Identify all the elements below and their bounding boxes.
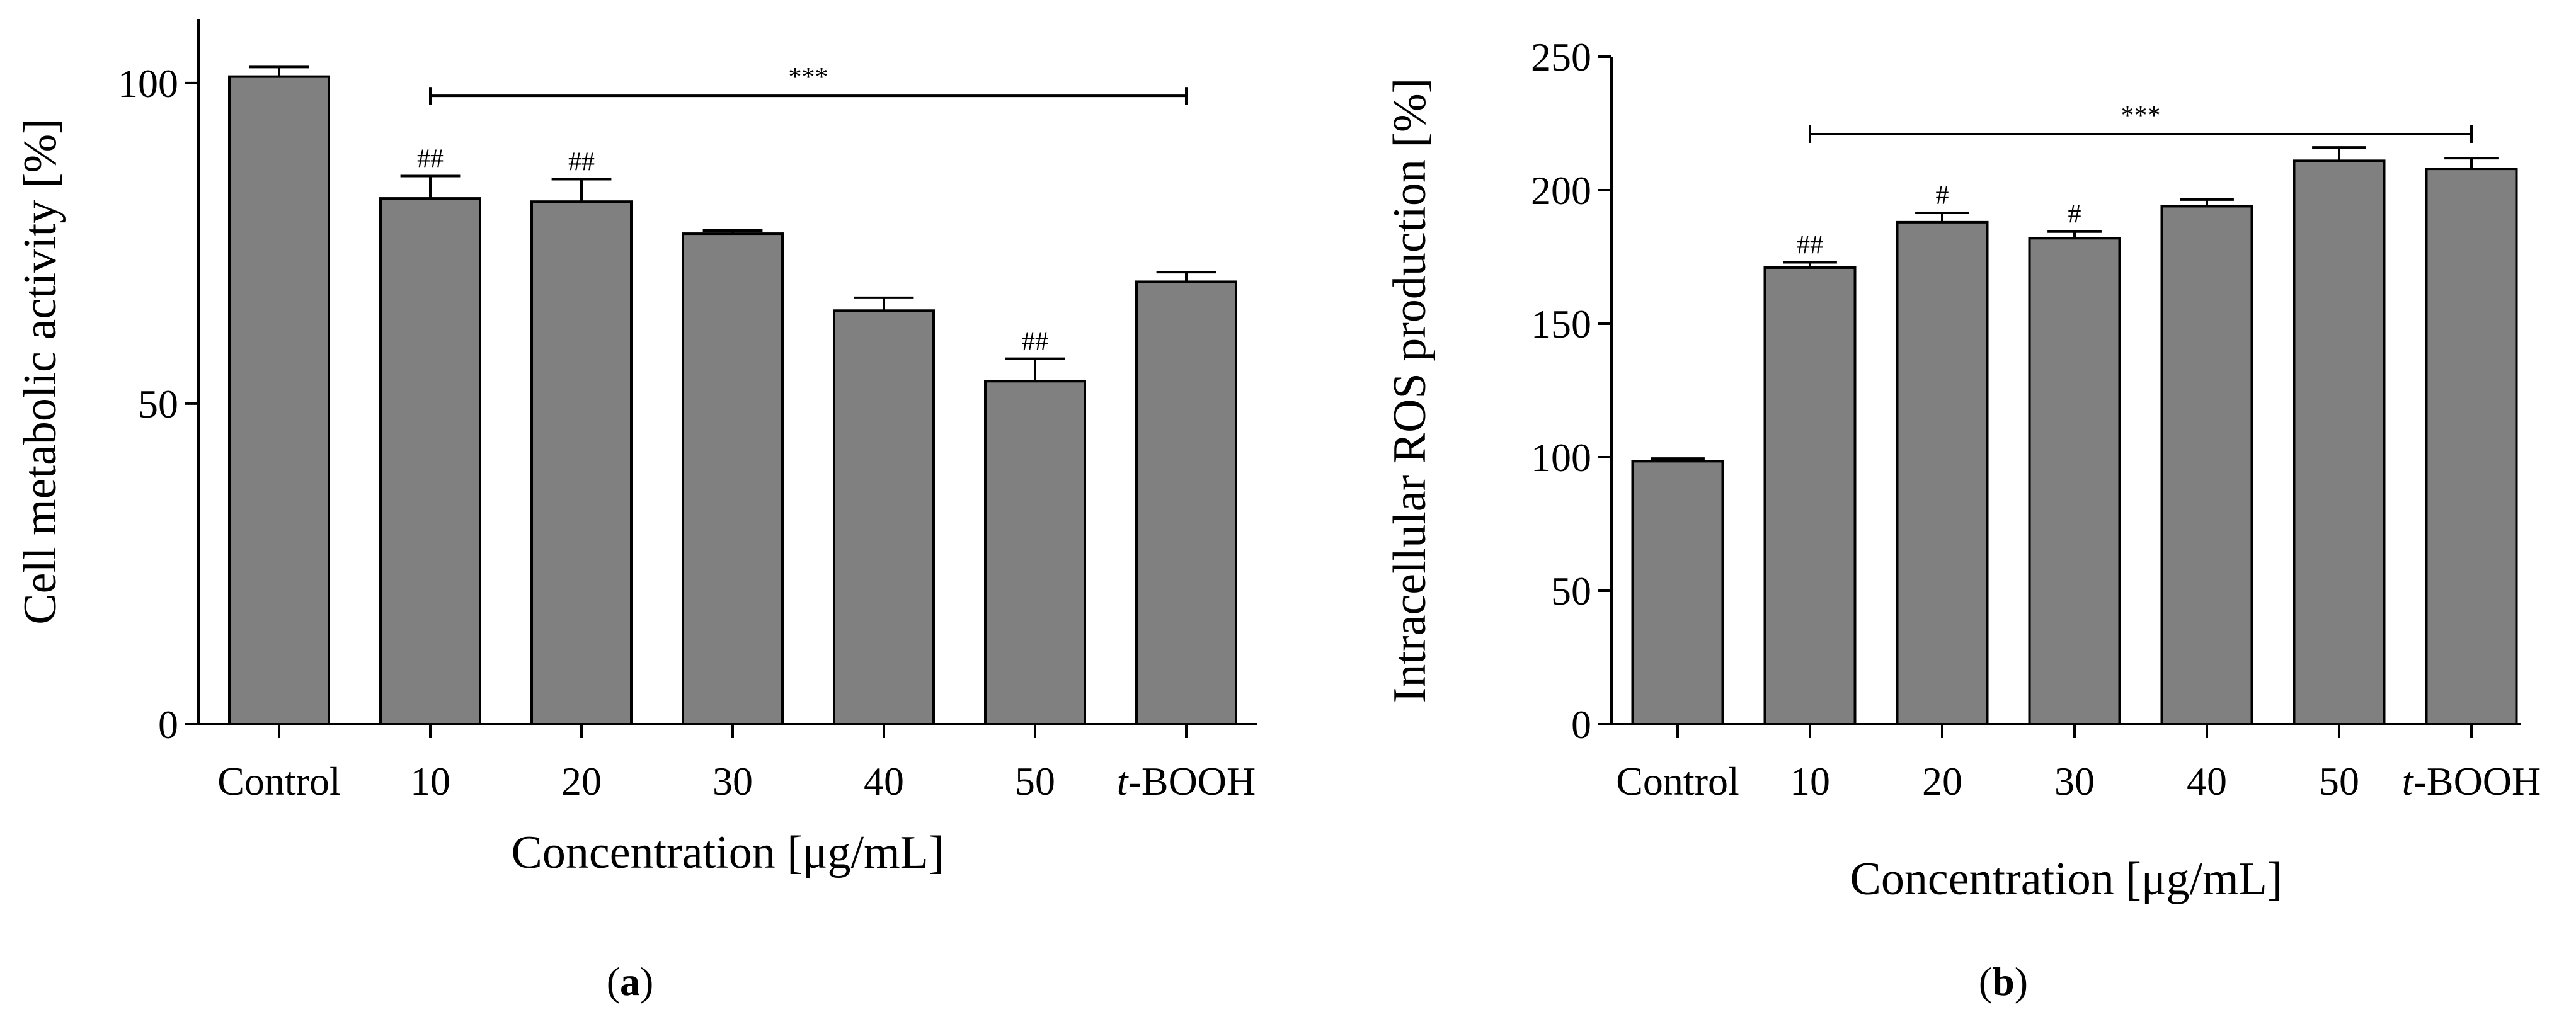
significance-mark: # [1936, 181, 1949, 210]
y-tick-label: 150 [1531, 302, 1591, 346]
bar-control [228, 75, 330, 726]
bar-10 [379, 197, 481, 726]
y-tick-label: 0 [158, 702, 178, 747]
significance-mark: ## [1797, 230, 1823, 259]
x-tick-label: 50 [1015, 759, 1055, 804]
bar-20 [530, 200, 633, 725]
x-tick-label: 20 [1922, 759, 1962, 804]
x-tick-label: 40 [864, 759, 904, 804]
significance-mark: ## [568, 148, 595, 177]
y-tick-label: 0 [1571, 702, 1591, 747]
bar-t-booh [2425, 168, 2518, 725]
x-axis-title: Concentration [μg/mL] [1850, 853, 2283, 905]
panel-label: (b) [1979, 959, 2028, 1004]
x-tick-label: 10 [410, 759, 450, 804]
x-tick-label: t-BOOH [1117, 759, 1256, 804]
y-tick-label: 250 [1531, 35, 1591, 79]
y-tick-label: 100 [118, 61, 178, 106]
y-axis-title: Intracellular ROS production [%] [1384, 78, 1436, 703]
bar-40 [833, 309, 935, 726]
x-axis-title: Concentration [μg/mL] [512, 827, 944, 878]
bar-40 [2160, 205, 2253, 725]
bar-t-booh [1135, 280, 1237, 726]
chart-panel-a: 0 50 100 Control ## 10 ## 20 30 40 ## 50 t-BOOH *** Co… [14, 19, 1257, 1004]
bar-30 [2028, 237, 2121, 725]
x-tick-label: Control [217, 759, 341, 804]
significance-mark: ## [417, 144, 444, 173]
y-axis-title: Cell metabolic activity [%] [14, 118, 66, 624]
y-tick-label: 100 [1531, 435, 1591, 480]
significance-label: *** [789, 63, 828, 92]
bar-control [1631, 460, 1724, 725]
bar-10 [1763, 266, 1857, 725]
panel-label: (a) [607, 959, 654, 1004]
y-tick-label: 50 [1551, 569, 1591, 613]
y-tick-label: 50 [138, 382, 178, 426]
x-tick-label: Control [1616, 759, 1739, 804]
x-tick-label: t-BOOH [2402, 759, 2541, 804]
bar-20 [1896, 220, 1989, 725]
significance-label: *** [2121, 101, 2161, 130]
y-tick-label: 200 [1531, 168, 1591, 213]
bar-50 [2293, 159, 2386, 726]
bar-30 [682, 232, 784, 726]
x-tick-label: 10 [1790, 759, 1830, 804]
x-tick-label: 40 [2187, 759, 2227, 804]
x-tick-label: 50 [2319, 759, 2359, 804]
chart-panel-b: 0 50 100 150 200 250 Control ## 10 #20 #30 40 50 t-BO… [1384, 35, 2541, 1004]
x-tick-label: 30 [2054, 759, 2095, 804]
bar-50 [984, 380, 1086, 725]
x-tick-label: 30 [713, 759, 753, 804]
significance-mark: ## [1022, 327, 1048, 356]
x-tick-label: 20 [561, 759, 602, 804]
significance-mark: # [2068, 200, 2081, 229]
